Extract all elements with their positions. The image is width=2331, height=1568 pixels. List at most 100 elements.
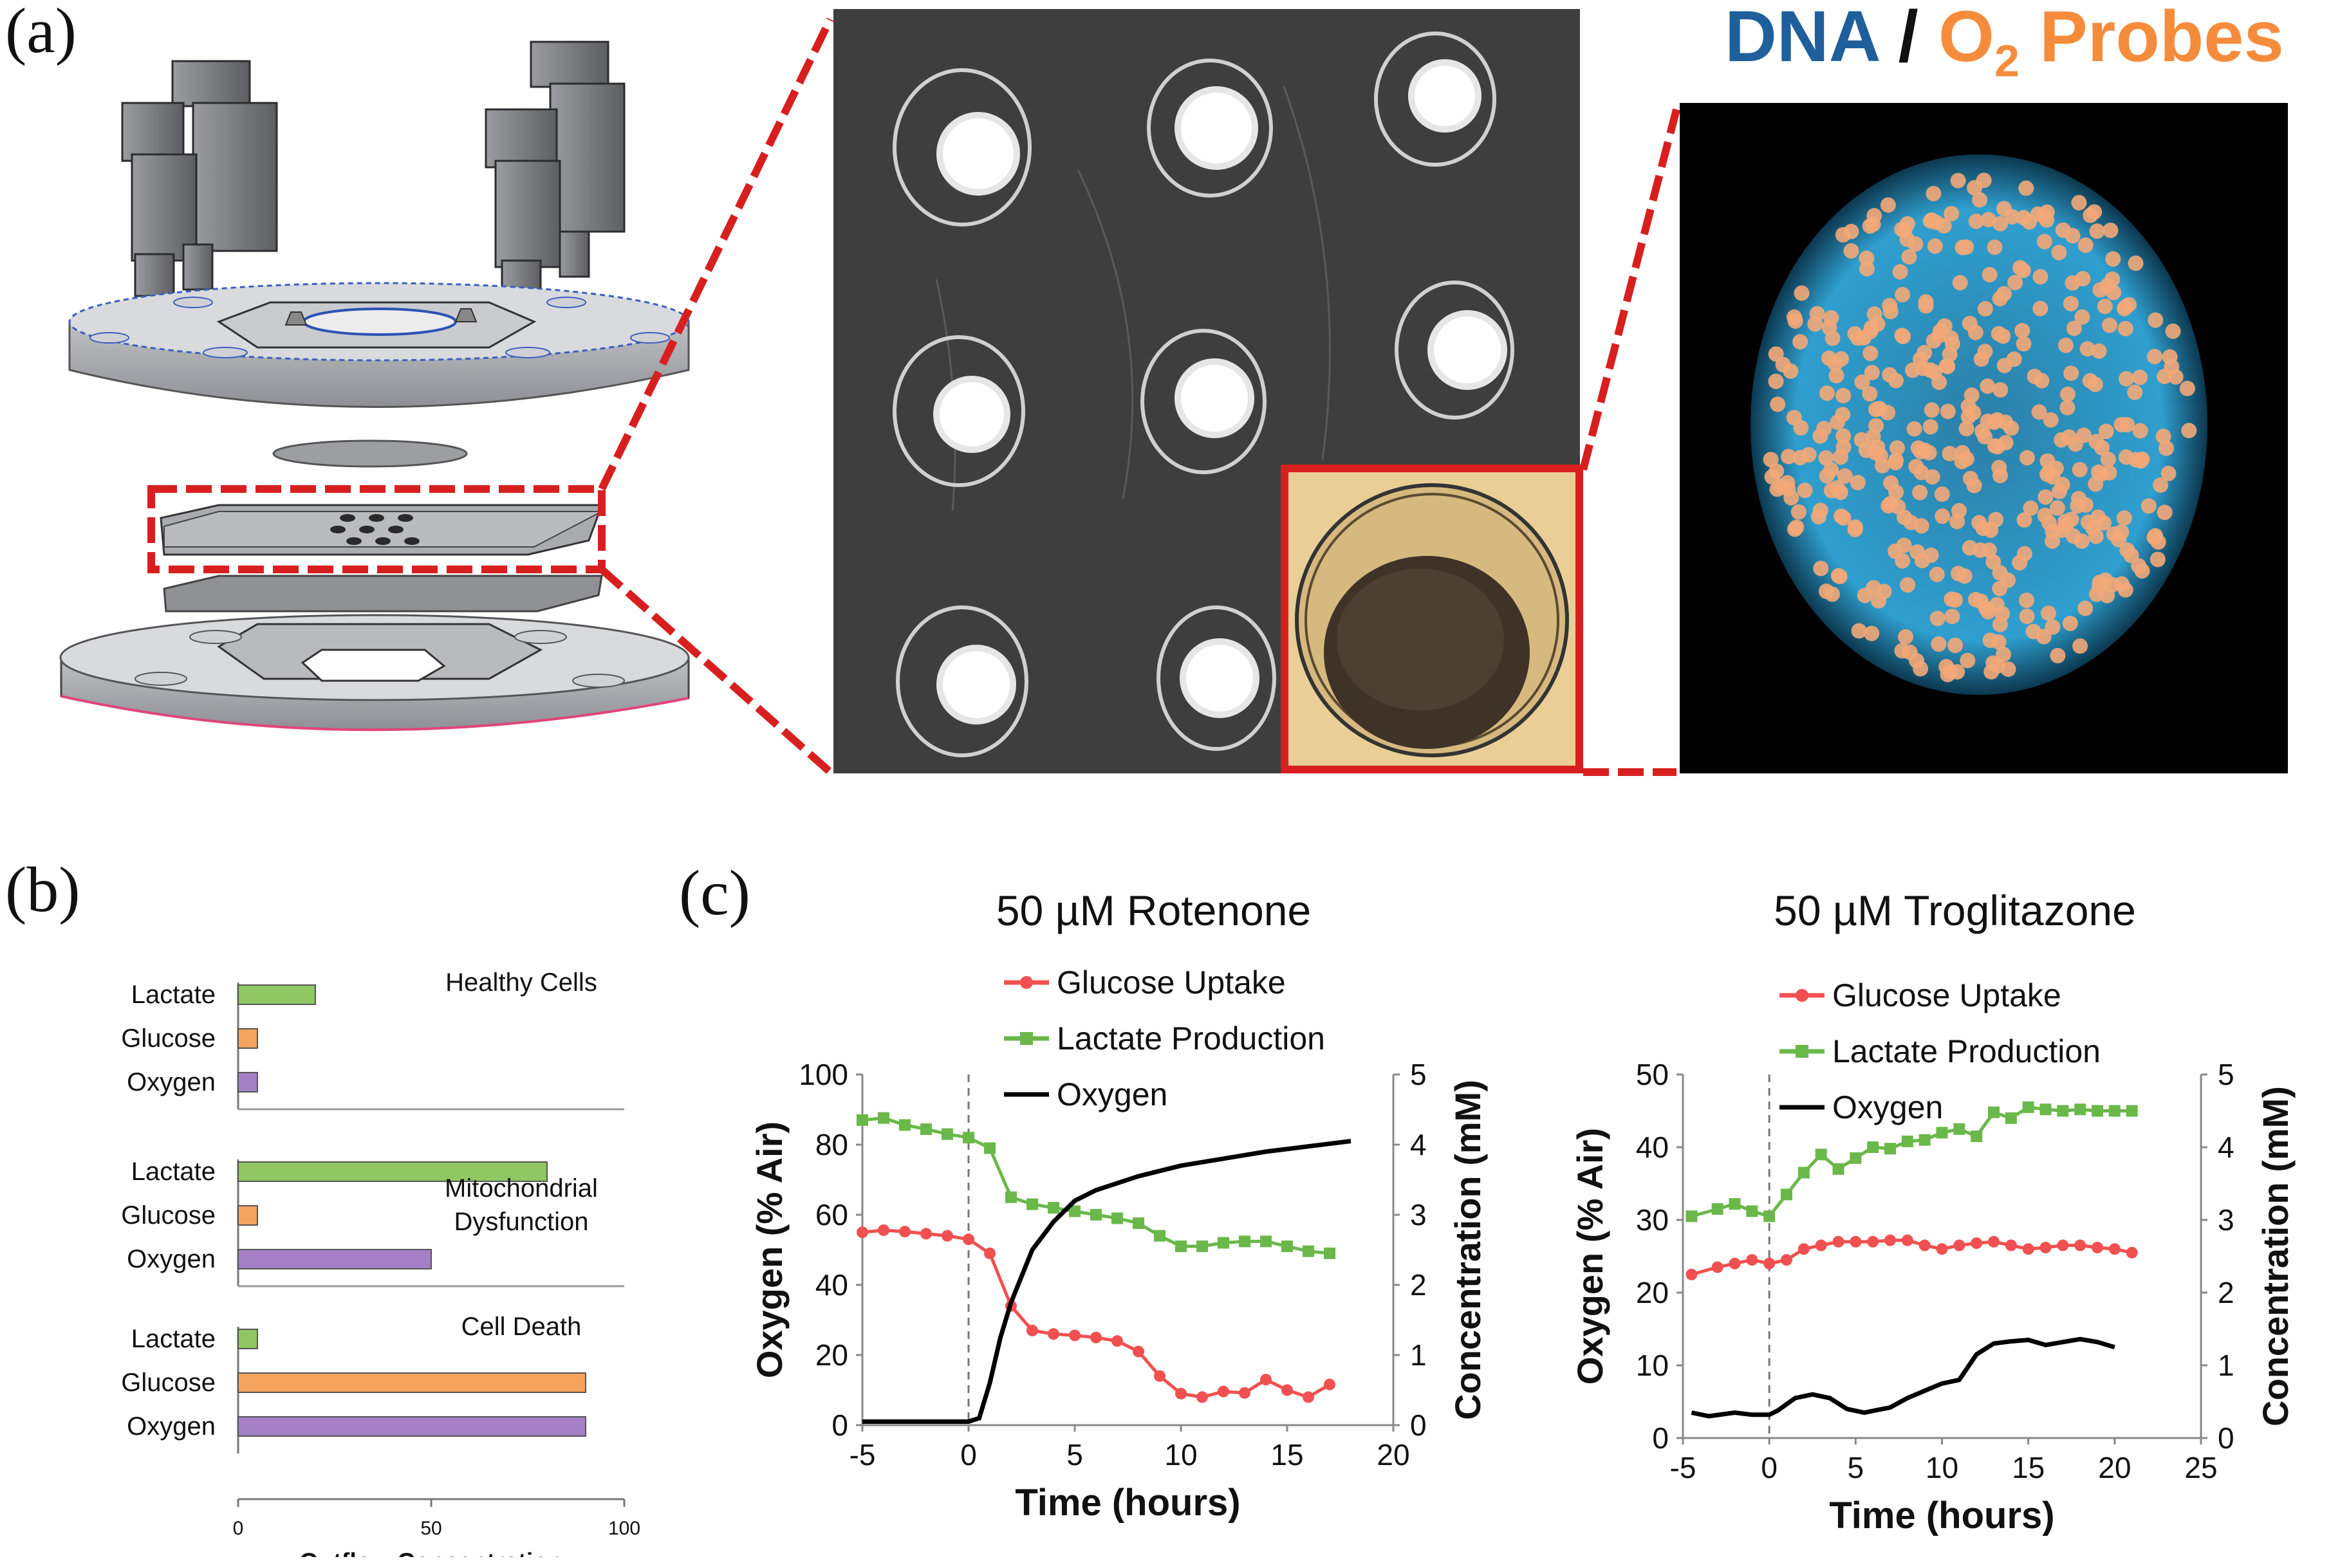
lactate-marker <box>1901 1135 1913 1147</box>
x-axis-title: Time (hours) <box>1829 1495 2054 1536</box>
o2-probe-dot <box>1955 445 1971 461</box>
o2-probe-dot <box>1971 515 1987 531</box>
o2-probe-dot <box>2068 436 2083 452</box>
o2-probe-dot <box>1763 452 1779 468</box>
glucose-marker <box>1763 1257 1776 1269</box>
o2-probe-dot <box>1928 214 1944 230</box>
o2-probe-dot <box>1992 580 2008 596</box>
o2-probe-dot <box>1996 647 2011 663</box>
lactate-marker <box>1175 1241 1187 1253</box>
o2-probe-dot <box>1888 373 1904 389</box>
o2-probe-dot <box>2159 440 2174 456</box>
bar-row-label: Glucose <box>121 1201 216 1230</box>
o2-probe-dot <box>1821 320 1837 336</box>
lactate-marker <box>1918 1134 1931 1146</box>
o2-probe-dot <box>2049 500 2065 516</box>
o2-probe-dot <box>2072 461 2088 477</box>
o2-probe-dot <box>1940 667 1956 683</box>
o2-probe-dot <box>1988 512 2004 528</box>
o2-probe-dot <box>1909 544 1926 560</box>
x-tick-label: 15 <box>2012 1451 2045 1484</box>
panel-label-a: (a) <box>5 0 77 66</box>
o2-probe-dot <box>1989 596 2005 613</box>
x-tick-label: 0 <box>960 1438 977 1471</box>
o2-probe-dot <box>1851 623 1867 639</box>
y-axis-title-right: Concentration (mM) <box>1447 1080 1488 1420</box>
glucose-marker <box>1918 1239 1931 1251</box>
o2-probe-dot <box>1996 201 2012 217</box>
glucose-marker <box>1090 1331 1102 1343</box>
glucose-marker <box>1901 1234 1913 1246</box>
lactate-marker <box>1281 1241 1293 1253</box>
lactate-marker <box>1005 1191 1017 1203</box>
o2-probe-dot <box>1888 455 1904 470</box>
o2-probe-dot <box>1931 374 1947 391</box>
lactate-marker <box>878 1112 889 1124</box>
disc-membrane <box>272 439 468 468</box>
o2-probe-dot <box>1883 475 1899 491</box>
o2-probe-dot <box>1897 510 1912 526</box>
lactate-marker <box>2092 1105 2103 1117</box>
y-tick-label-left: 100 <box>799 1058 848 1091</box>
o2-probe-dot <box>1890 440 1905 456</box>
o2-probe-dot <box>1951 566 1966 582</box>
y-tick-label-right: 1 <box>1410 1338 1427 1372</box>
o2-probe-dot <box>1960 409 1976 425</box>
lactate-marker <box>2039 1103 2052 1116</box>
o2-probe-dot <box>2019 609 2035 624</box>
o2-probe-dot <box>1968 214 1984 229</box>
o2-probe-dot <box>1976 429 1992 445</box>
o2-probe-dot <box>1797 483 1813 499</box>
o2-probe-dot <box>1936 318 1953 334</box>
o2-probe-dot <box>2092 575 2108 591</box>
y-axis-title-right: Concentration (mM) <box>2255 1086 2296 1426</box>
o2-probe-dot <box>1850 475 1866 490</box>
o2-probe-dot <box>2105 251 2121 267</box>
glucose-marker <box>1281 1384 1293 1396</box>
o2-probe-dot <box>2012 260 2028 276</box>
o2-probe-dot <box>1934 486 1950 502</box>
y-tick-label-left: 80 <box>815 1128 848 1161</box>
lactate-marker <box>2074 1103 2086 1116</box>
o2-probe-dot <box>1992 382 2009 398</box>
o2-probe-dot <box>1818 450 1834 466</box>
probes-label: Probes <box>2019 0 2284 77</box>
o2-probe-dot <box>1991 459 2007 475</box>
o2-probe-dot <box>2016 336 2032 352</box>
o2-probe-dot <box>1895 287 1911 302</box>
lactate-marker <box>2126 1105 2138 1117</box>
bar-row-label: Oxygen <box>127 1068 216 1096</box>
glucose-marker <box>2022 1243 2034 1255</box>
legend-marker <box>1796 989 1808 1002</box>
o2-probe-dot <box>2092 282 2108 298</box>
lactate-marker <box>1832 1163 1844 1175</box>
o2-probe-dot <box>1871 593 1886 609</box>
brightfield-well-image <box>1295 483 1569 757</box>
o2-probe-dot <box>2032 300 2048 317</box>
o2-probe-dot <box>2045 619 2061 635</box>
y-tick-label-left: 10 <box>1636 1349 1669 1382</box>
o2-probe-dot <box>2043 412 2059 428</box>
lactate-marker <box>1239 1235 1250 1248</box>
lactate-marker <box>1154 1230 1166 1242</box>
o2-probe-dot <box>1794 285 1810 301</box>
o2-probe-dot <box>1921 445 1937 461</box>
o2-probe-dot <box>1998 414 2014 430</box>
glucose-marker <box>899 1226 911 1238</box>
o2-probe-dot <box>2150 551 2166 567</box>
membrane-sheet <box>163 575 603 613</box>
x-tick-label: 20 <box>2098 1451 2131 1484</box>
o2-probe-dot <box>1958 239 1974 255</box>
glucose-marker <box>942 1230 953 1242</box>
o2-probe-dot <box>1940 358 1956 374</box>
o2-probe-dot <box>1873 448 1888 464</box>
glucose-marker <box>1026 1324 1038 1336</box>
glucose-marker <box>2039 1241 2052 1253</box>
o2-probe-dot <box>1944 609 1960 625</box>
y-tick-label-right: 5 <box>1410 1058 1427 1091</box>
o2-probe-dot <box>1892 264 1908 280</box>
o2-probe-dot <box>2074 309 2090 325</box>
o2-probe-dot <box>1967 180 1983 196</box>
x-tick-label: 25 <box>2184 1451 2217 1484</box>
